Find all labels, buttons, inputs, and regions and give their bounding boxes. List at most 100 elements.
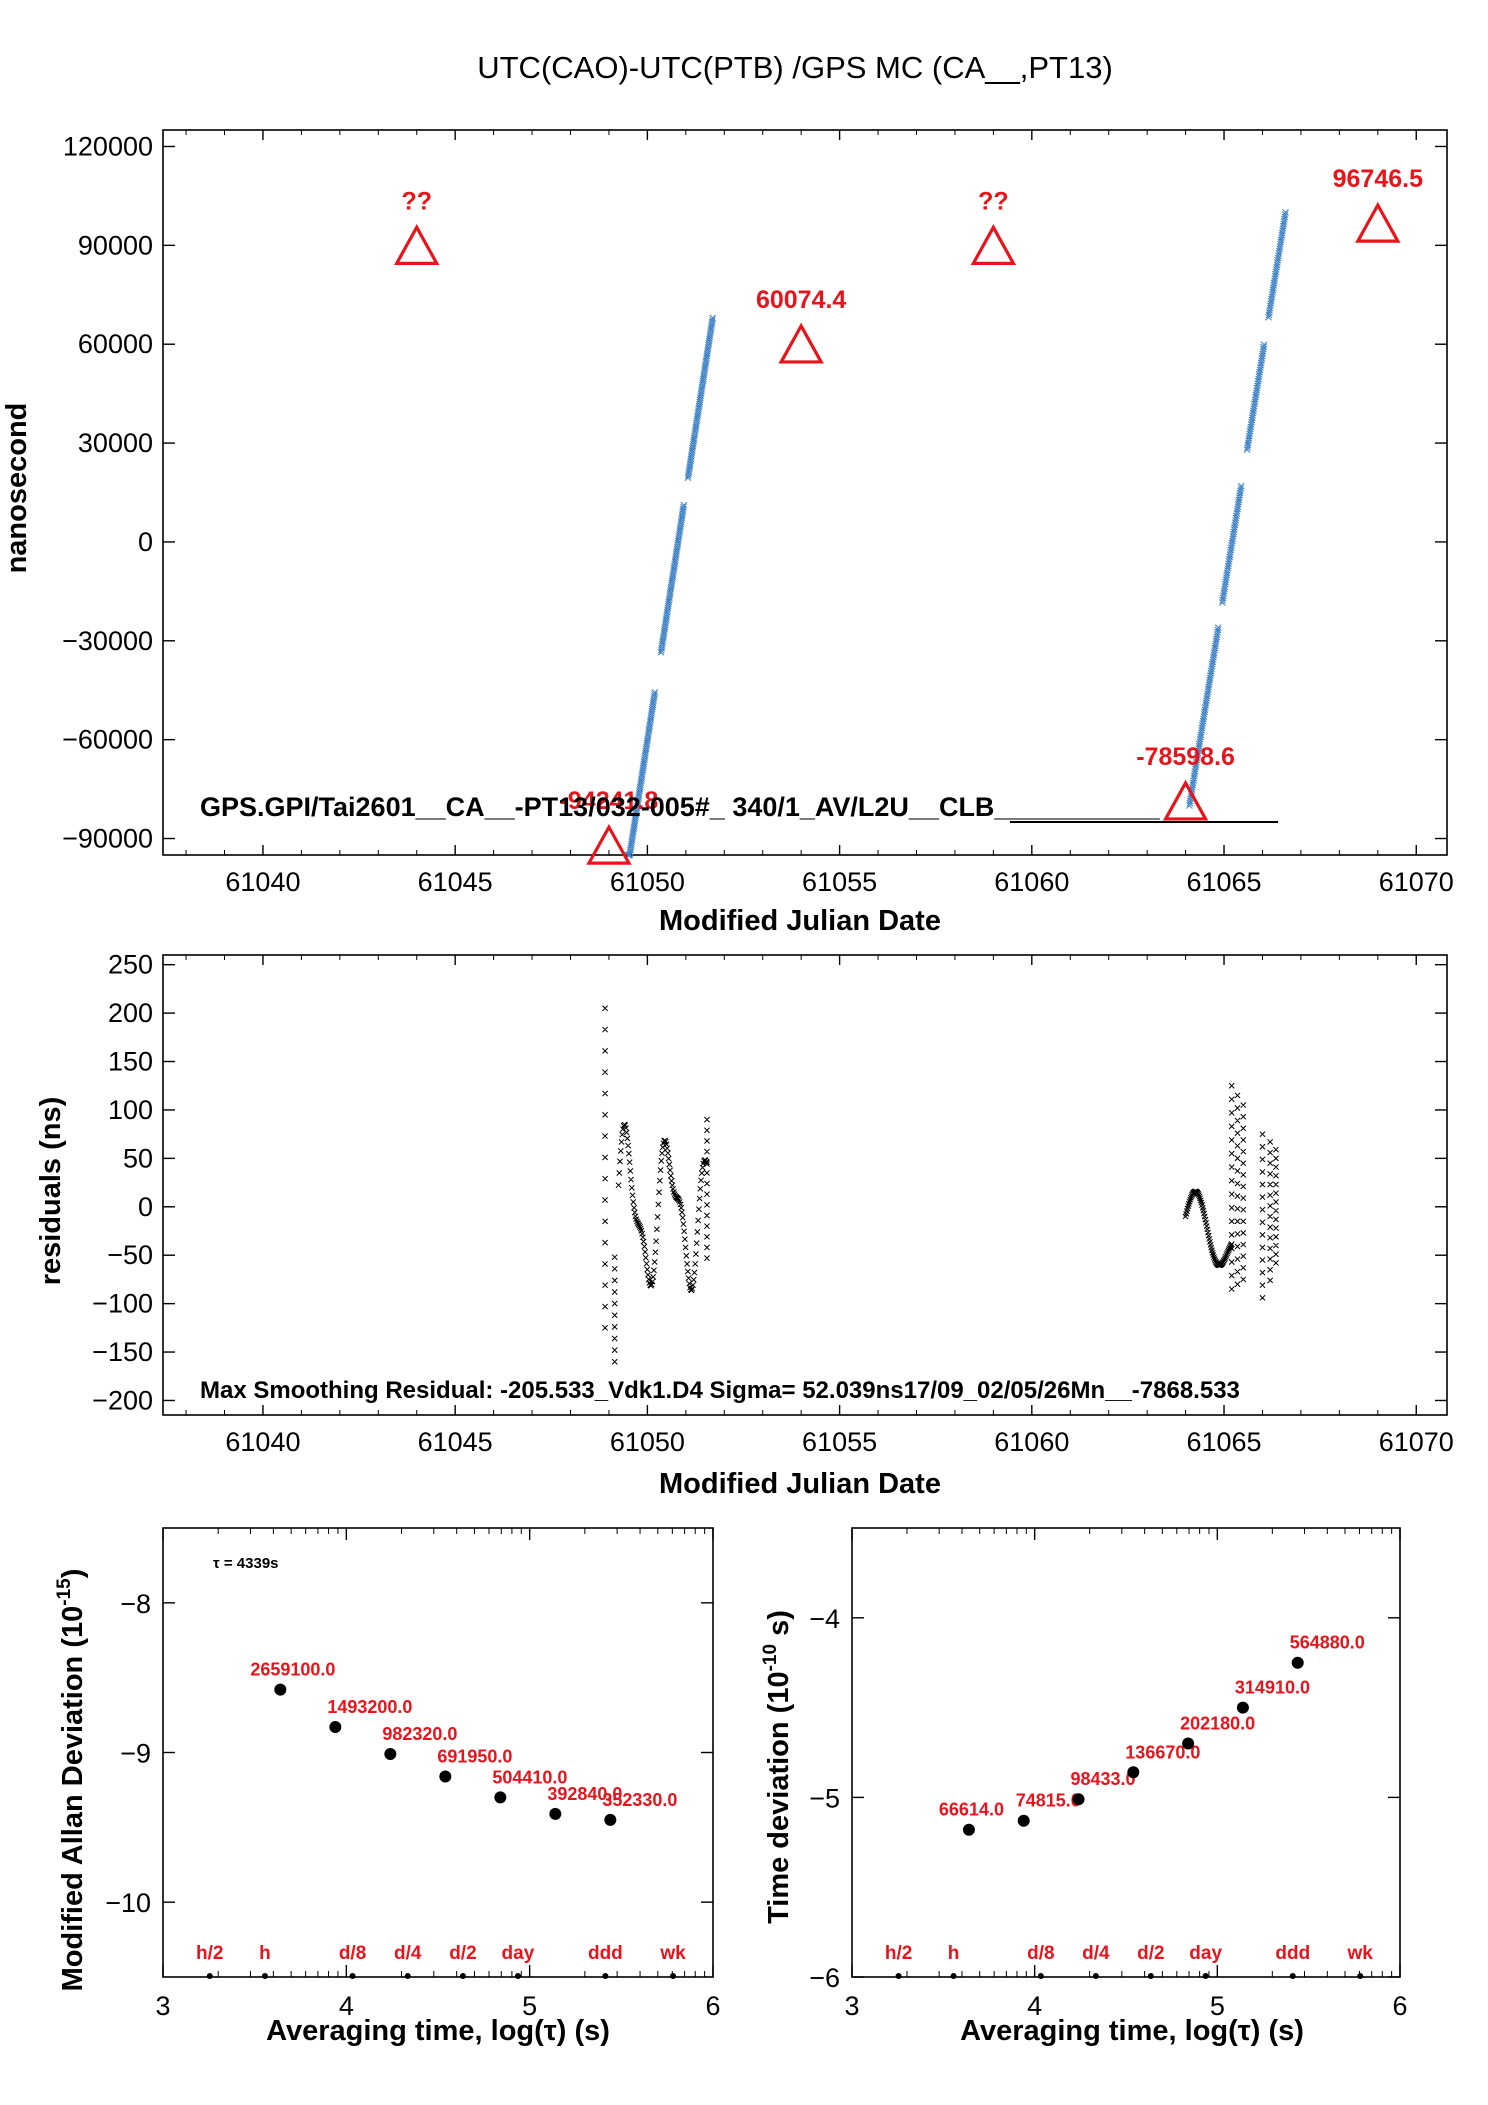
ref-tick-label: d/8 (339, 1943, 366, 1964)
y-tick-label: 0 (138, 527, 153, 557)
x-tick-label: 61050 (610, 1427, 685, 1457)
ref-tick-label: h/2 (885, 1943, 912, 1964)
y-tick-label: −50 (107, 1240, 153, 1270)
y-tick-label: −200 (92, 1385, 153, 1415)
marker-triangle (1355, 201, 1401, 243)
timeseries-data (624, 209, 1289, 859)
residuals-data (602, 1005, 1279, 1365)
tdev-reference-ticks: h/2 h d/8 d/4 d/2 day ddd wk (885, 1943, 1373, 1979)
y-tick-label: 30000 (78, 428, 153, 458)
plot-frame (162, 129, 1448, 856)
dev-point (439, 1770, 452, 1783)
dev-point-label: 504410.0 (492, 1767, 567, 1787)
dev-point (329, 1721, 342, 1734)
dev-point (962, 1823, 975, 1836)
ref-tick-dot (1357, 1973, 1364, 1979)
residual-points (602, 1005, 1279, 1365)
mdev-ylabel: Modified Allan Deviation (10 (57, 1606, 89, 1992)
tdev-ylabel-close: s) (763, 1610, 795, 1644)
y-tick-label: 90000 (78, 230, 153, 260)
y-tick-label: 250 (108, 950, 153, 980)
mdev-ylabel-group: Modified Allan Deviation (10-15) (54, 1569, 89, 1992)
ref-tick-dot (1037, 1973, 1044, 1979)
x-tick-label: 4 (1027, 1991, 1042, 2021)
dev-point-label: 2659100.0 (250, 1660, 335, 1680)
ref-tick-label: d/4 (394, 1943, 422, 1964)
ref-tick-label: day (502, 1943, 535, 1964)
tdev-xlabel: Averaging time, log(τ) (s) (960, 2015, 1304, 2047)
y-tick-label: −150 (92, 1337, 153, 1367)
ref-tick-label: wk (659, 1943, 686, 1964)
x-tick-label: 6 (705, 1991, 720, 2021)
ref-tick-dot (1202, 1973, 1209, 1979)
x-tick-label: 5 (1210, 1991, 1225, 2021)
dev-point-label: 982320.0 (382, 1724, 457, 1744)
ref-tick-dot (670, 1973, 677, 1979)
tau-note: = 4339s (220, 1555, 279, 1572)
x-tick-label: 61070 (1379, 1427, 1454, 1457)
x-tick-label: 61060 (994, 867, 1069, 897)
dev-point (1291, 1656, 1304, 1669)
residuals-ylabel: residuals (ns) (35, 1097, 67, 1286)
dev-point (549, 1807, 562, 1820)
dev-point-label: 74815.0 (1016, 1791, 1081, 1811)
marker-label: ?? (978, 187, 1009, 215)
data-segment-2 (1186, 209, 1289, 809)
svg-text:τ = 4339s: τ = 4339s (213, 1555, 279, 1572)
dev-point (1127, 1766, 1140, 1779)
ref-tick-dot (950, 1973, 957, 1979)
residuals-xlabel: Modified Julian Date (659, 1468, 941, 1500)
x-tick-label: 61055 (802, 1427, 877, 1457)
dev-point-label: 314910.0 (1235, 1678, 1310, 1698)
ref-tick-dot (349, 1973, 356, 1979)
dev-point (1182, 1737, 1195, 1750)
tdev-ylabel-group: Time deviation (10-10 s) (760, 1610, 795, 1924)
dev-point (1017, 1814, 1030, 1827)
x-tick-label: 61050 (610, 867, 685, 897)
x-tick-label: 5 (522, 1991, 537, 2021)
ref-tick-dot (206, 1973, 213, 1979)
dev-point (1236, 1701, 1249, 1714)
y-tick-label: −9 (120, 1739, 151, 1769)
mdev-panel: 3 4 5 6 −8 −9 −10 2659100.0 1493200.0 982320.069… (54, 1527, 721, 2047)
marker-triangle (586, 823, 632, 865)
y-tick-label: −30000 (62, 626, 153, 656)
ref-tick-dot (404, 1973, 411, 1979)
mdev-reference-ticks: h/2 h d/8 d/4 d/2 day ddd wk (196, 1943, 686, 1979)
ref-tick-dot (895, 1973, 902, 1979)
y-tick-label: −5 (809, 1783, 840, 1813)
tdev-ylabel-exponent: -10 (760, 1644, 781, 1671)
y-tick-label: 60000 (78, 329, 153, 359)
dev-point (274, 1683, 287, 1696)
timeseries-ylabel: nanosecond (1, 403, 33, 574)
plot-frame (162, 954, 1448, 1416)
dev-point (1072, 1793, 1085, 1806)
mdev-ylabel-exponent: -15 (54, 1578, 75, 1606)
dev-point-label: 352330.0 (602, 1790, 677, 1810)
y-tick-label: 0 (138, 1192, 153, 1222)
residuals-info-line: Max Smoothing Residual: -205.533_Vdk1.D4… (200, 1377, 1240, 1404)
tau-symbol: τ (213, 1555, 220, 1572)
x-tick-label: 4 (339, 1991, 354, 2021)
y-tick-label: 100 (108, 1095, 153, 1125)
x-tick-label: 61065 (1186, 1427, 1261, 1457)
data-segment-1 (624, 314, 717, 859)
ref-tick-label: wk (1346, 1943, 1373, 1964)
x-tick-label: 6 (1392, 1991, 1407, 2021)
y-tick-label: 150 (108, 1047, 153, 1077)
dev-point (604, 1813, 617, 1826)
ref-tick-label: d/2 (449, 1943, 476, 1964)
timeseries-info-line: GPS.GPI/Tai2601__CA__-PT13/032-005#_ 340… (200, 792, 1161, 822)
ref-tick-label: h (259, 1943, 271, 1964)
marker-triangle (1162, 779, 1209, 821)
x-tick-label: 61045 (418, 867, 493, 897)
x-tick-label: 61040 (225, 1427, 300, 1457)
marker-triangle (778, 322, 824, 364)
mdev-points: 2659100.0 1493200.0 982320.0691950.0504410… (250, 1660, 677, 1826)
marker-label: ?? (401, 187, 432, 215)
mdev-xlabel: Averaging time, log(τ) (s) (266, 2015, 610, 2047)
ref-tick-dot (514, 1973, 521, 1979)
dev-point-label: 1493200.0 (327, 1697, 412, 1717)
